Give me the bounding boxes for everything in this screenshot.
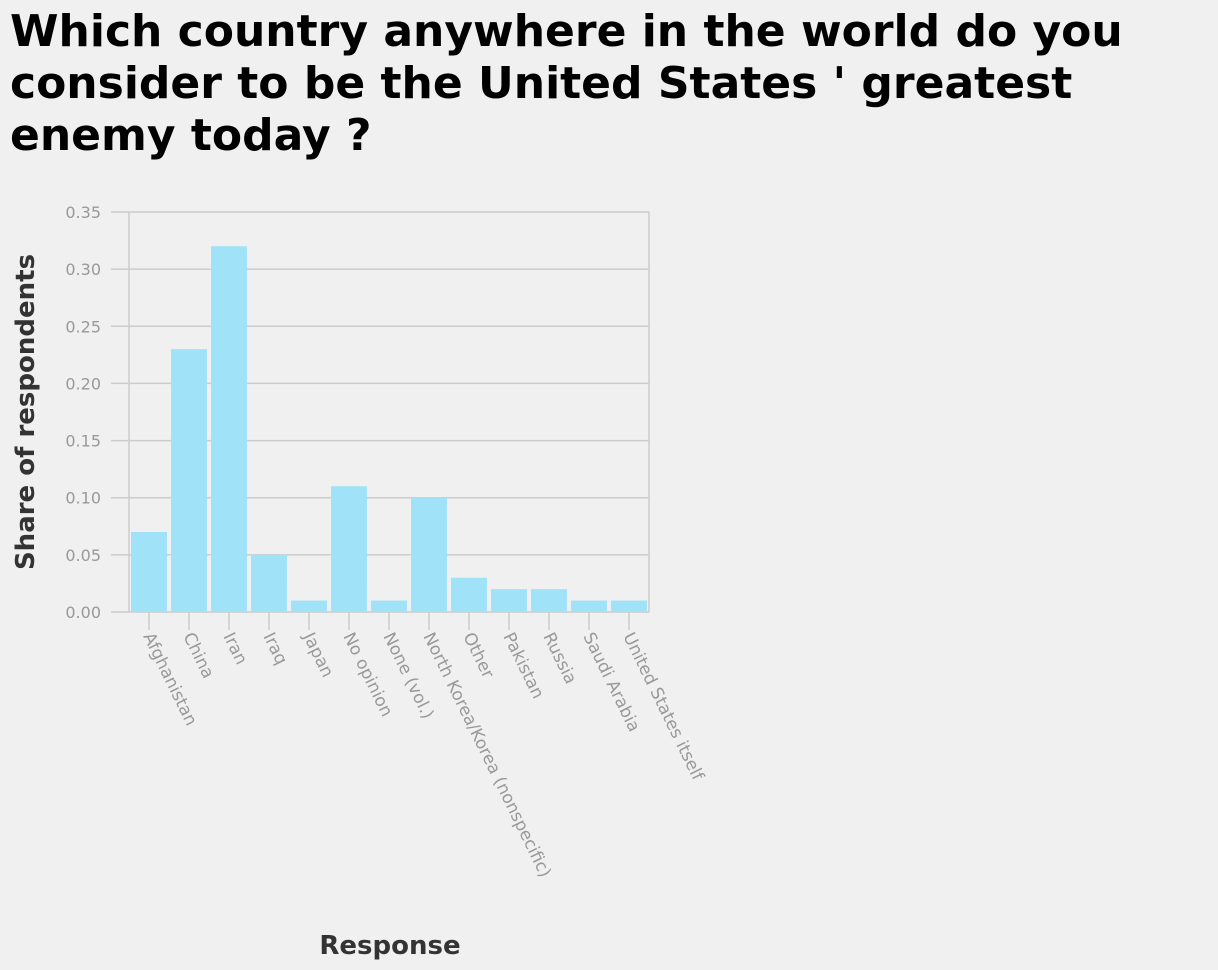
bar-iraq: [251, 554, 287, 612]
x-tick-label: Russia: [539, 629, 581, 687]
bar-none-vol: [371, 600, 407, 612]
chart-title: Which country anywhere in the world do y…: [10, 6, 1123, 161]
bar-iran: [211, 246, 247, 613]
bar-north-korea-korea-nonspecific: [411, 497, 447, 612]
bar-japan: [291, 600, 327, 612]
y-tick-label: 0.00: [65, 603, 101, 622]
y-tick-label: 0.30: [65, 260, 101, 279]
x-tick-label: Iraq: [259, 629, 292, 668]
y-tick-label: 0.25: [65, 317, 101, 336]
y-axis-ticks: 0.00 0.05 0.10 0.15 0.20 0.25 0.30 0.35: [65, 203, 101, 622]
x-axis-label: Response: [319, 931, 460, 961]
x-tick-label: Japan: [298, 629, 337, 681]
bar-united-states-itself: [611, 600, 647, 612]
y-tick-label: 0.35: [65, 203, 101, 222]
bar-no-opinion: [331, 486, 367, 612]
bar-china: [171, 349, 207, 612]
bar-afghanistan: [131, 532, 167, 612]
bar-russia: [531, 589, 567, 612]
y-tick-label: 0.05: [65, 546, 101, 565]
y-tick-label: 0.15: [65, 432, 101, 451]
bar-pakistan: [491, 589, 527, 612]
x-tick-label: China: [179, 629, 218, 681]
x-tick-label: Iran: [219, 629, 252, 668]
y-axis-label: Share of respondents: [11, 254, 41, 570]
x-tick-label: Other: [459, 629, 498, 681]
bar-saudi-arabia: [571, 600, 607, 612]
y-tick-label: 0.20: [65, 374, 101, 393]
bar-other: [451, 577, 487, 612]
bars: [131, 246, 647, 613]
y-tick-label: 0.10: [65, 489, 101, 508]
